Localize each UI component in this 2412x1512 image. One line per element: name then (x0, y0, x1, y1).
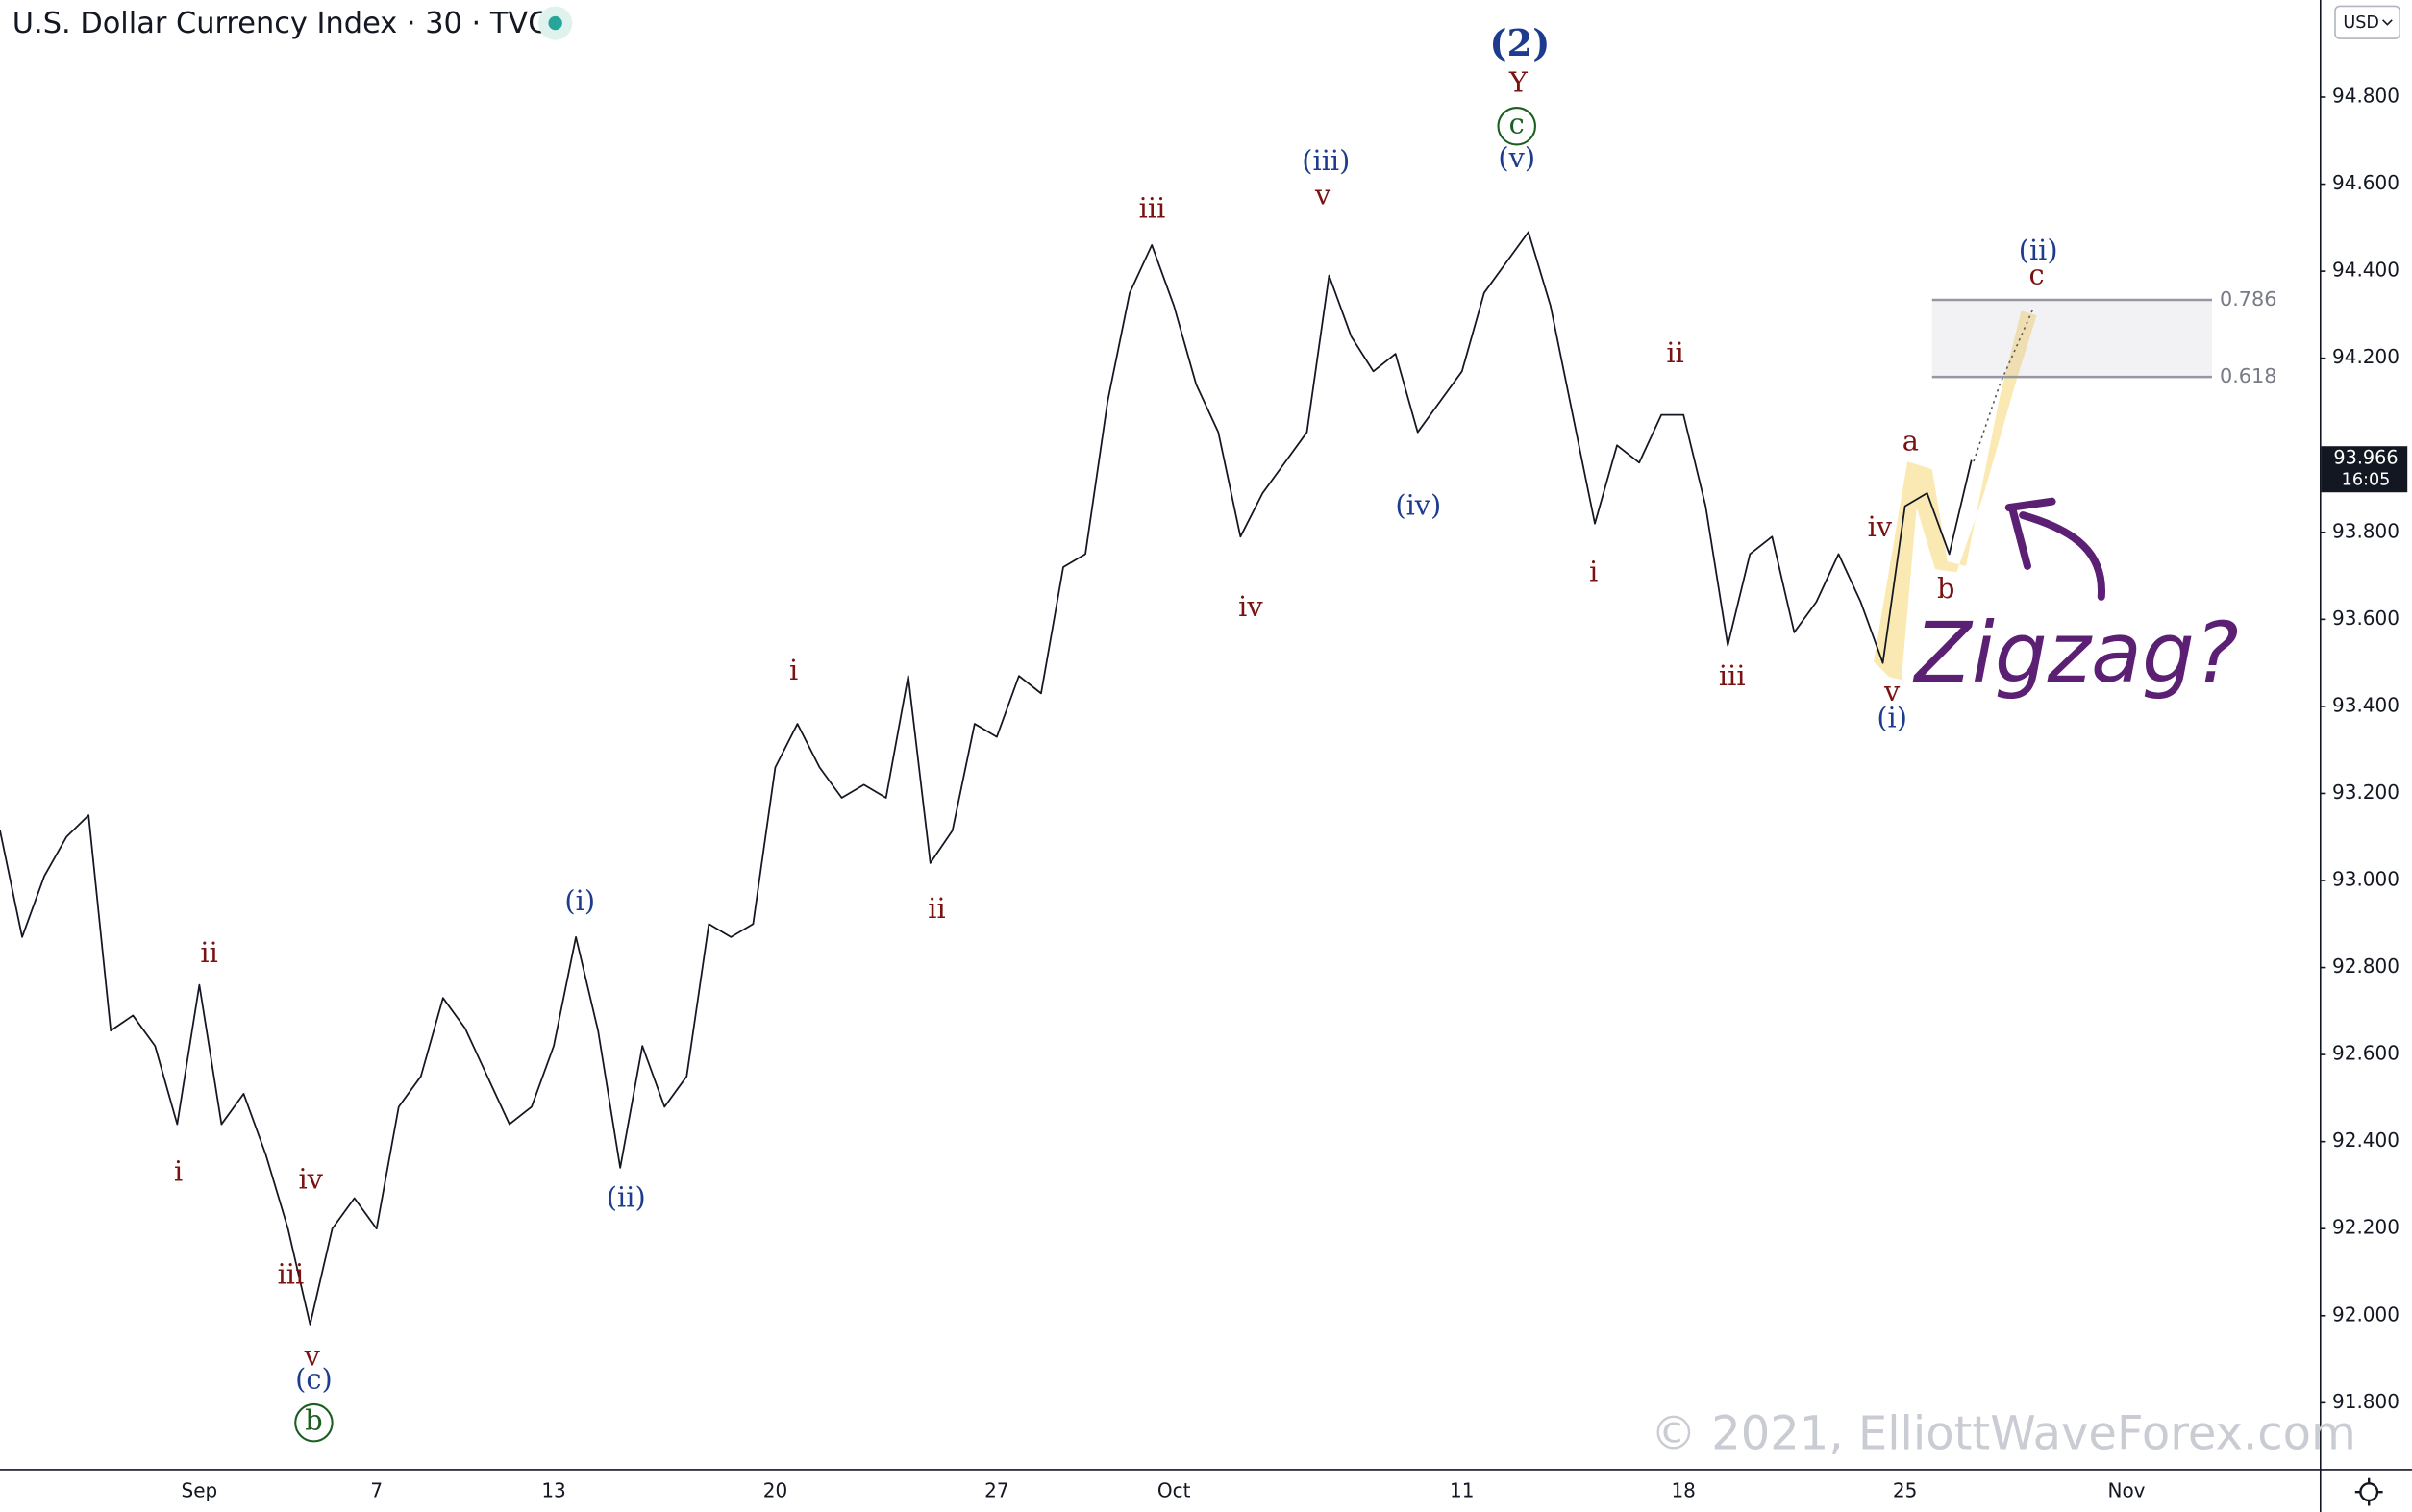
wave-label: iv (1868, 510, 1893, 543)
x-tick-label: 13 (541, 1479, 565, 1502)
price-line (0, 231, 1973, 1326)
wave-label: Y (1508, 66, 1529, 99)
y-tick-label: 92.200 (2332, 1216, 2400, 1239)
wave-label: ii (928, 892, 945, 925)
wave-label: (c) (295, 1362, 333, 1395)
wave-label: c (2028, 259, 2044, 291)
currency-button[interactable] (2334, 5, 2400, 39)
wave-label: (ii) (2019, 234, 2058, 266)
x-tick-label: 25 (1893, 1479, 1917, 1502)
wave-label: v (1883, 675, 1901, 707)
y-tick-label: 94.200 (2332, 345, 2400, 368)
wave-label: ii (200, 936, 217, 969)
y-tick-label: 93.000 (2332, 868, 2400, 891)
x-tick-label: Oct (1157, 1479, 1191, 1502)
wave-label: (ii) (607, 1181, 646, 1214)
last-price-box (2321, 446, 2408, 493)
wave-label: (2) (1489, 22, 1550, 65)
wave-circle (1497, 107, 1536, 146)
wave-circle (294, 1402, 334, 1443)
currency-label: USD (2343, 13, 2379, 33)
y-tick-label: 92.600 (2332, 1042, 2400, 1065)
watermark: © 2021, ElliottWaveForex.com (1651, 1407, 2356, 1461)
projection-line (1973, 307, 2035, 462)
wave-label: (i) (564, 884, 595, 917)
y-tick-label: 92.000 (2332, 1302, 2400, 1326)
y-tick-label: 94.600 (2332, 171, 2400, 194)
currency-caret (2382, 19, 2393, 26)
y-tick-label: 93.800 (2332, 519, 2400, 542)
y-tick-label: 94.400 (2332, 259, 2400, 282)
x-tick-label: 11 (1450, 1479, 1474, 1502)
wave-label: (i) (1877, 701, 1907, 733)
fib-zone (1931, 300, 2212, 378)
plot (0, 231, 2212, 1326)
y-tick-label: 91.800 (2332, 1390, 2400, 1413)
gear (2359, 1482, 2379, 1502)
y-tick-label: 93.400 (2332, 693, 2400, 716)
wave-label: i (789, 654, 798, 686)
wave-label: iv (1238, 590, 1263, 623)
status-dot (548, 15, 562, 31)
handwriting: Zigzag? (1913, 606, 2239, 702)
hand-arrow (2004, 497, 2105, 601)
wave-label: iii (1719, 659, 1746, 692)
wave-label: b (1937, 572, 1954, 605)
highlight (1873, 310, 2037, 681)
last-price-label: 93.966 (2333, 447, 2398, 469)
x-tick-label: 20 (763, 1479, 787, 1502)
wave-label: iii (278, 1258, 305, 1291)
fib-label: 0.786 (2220, 287, 2277, 310)
y-tick-label: 93.600 (2332, 607, 2400, 630)
y-tick-label: 93.200 (2332, 781, 2400, 804)
wave-label: v (1314, 178, 1331, 211)
settings-icon[interactable] (2354, 1477, 2383, 1506)
gear-teeth (2354, 1477, 2383, 1506)
chart-title: U.S. Dollar Currency Index · 30 · TVC (12, 7, 549, 40)
wave-label: c (1509, 108, 1525, 140)
x-tick-label: Nov (2107, 1479, 2145, 1502)
y-tick-label: 92.400 (2332, 1128, 2400, 1152)
wave-label: a (1902, 424, 1919, 457)
wave-label: iv (298, 1162, 323, 1195)
wave-label: (iii) (1302, 144, 1350, 177)
wave-label: i (174, 1154, 183, 1187)
fib-label: 0.618 (2220, 364, 2277, 387)
wave-label: (v) (1498, 141, 1535, 174)
x-tick-label: 27 (984, 1479, 1008, 1502)
wave-label: b (305, 1404, 322, 1437)
wave-label: ii (1666, 336, 1683, 369)
wave-label: (iv) (1395, 489, 1441, 522)
x-tick-label: Sep (182, 1479, 218, 1502)
x-tick-label: 7 (370, 1479, 383, 1502)
x-tick-label: 18 (1671, 1479, 1695, 1502)
wave-label: v (304, 1339, 321, 1372)
y-tick-label: 94.800 (2332, 85, 2400, 108)
y-tick-label: 92.800 (2332, 954, 2400, 978)
wave-label: i (1589, 555, 1598, 587)
wave-label: iii (1139, 192, 1166, 225)
last-price-time: 16:05 (2342, 470, 2391, 489)
